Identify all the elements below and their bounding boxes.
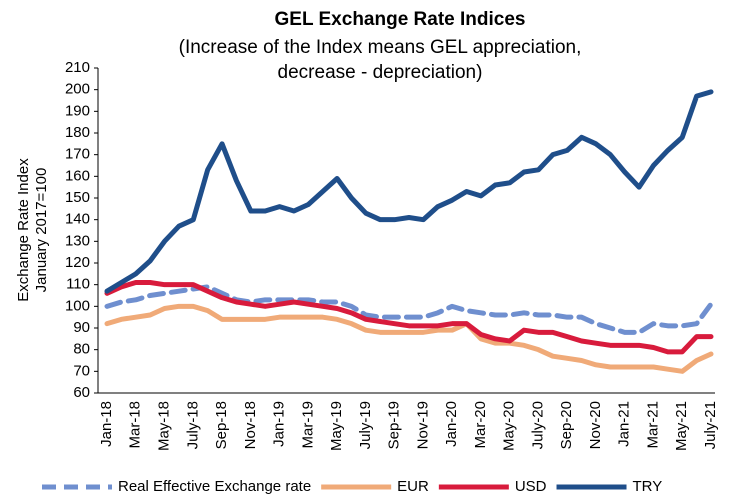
x-tick-label: Jan-19 — [271, 401, 288, 447]
x-tick-label: Sep-19 — [386, 401, 403, 449]
x-tick-label: July-20 — [529, 401, 546, 449]
y-tick-label: 60 — [73, 384, 90, 401]
x-tick-label: Jan-18 — [98, 401, 115, 447]
y-tick-label: 130 — [65, 232, 90, 249]
chart-subtitle: decrease - depreciation) — [278, 62, 483, 83]
y-tick-label: 70 — [73, 362, 90, 379]
series-line — [104, 303, 714, 374]
x-tick-label: Nov-18 — [242, 401, 259, 449]
series-line — [104, 280, 714, 355]
y-tick-label: 170 — [65, 146, 90, 163]
x-tick-label: Mar-21 — [644, 401, 661, 449]
y-tick-label: 110 — [66, 276, 90, 293]
y-tick-label: 150 — [65, 189, 90, 206]
x-tick-label: Nov-19 — [414, 401, 431, 449]
x-tick-label: May-19 — [328, 401, 345, 451]
x-tick-label: Mar-20 — [472, 401, 489, 449]
x-tick-label: Sep-18 — [213, 401, 230, 449]
y-tick-label: 140 — [65, 211, 90, 228]
y-tick-label: 180 — [65, 124, 90, 141]
x-tick-label: Nov-20 — [587, 401, 604, 449]
y-tick-label: 80 — [73, 341, 90, 358]
x-tick-label: July-18 — [184, 401, 201, 449]
y-tick-label: 210 — [65, 59, 90, 76]
y-tick-label: 120 — [65, 254, 90, 271]
x-tick-label: Mar-18 — [127, 401, 144, 449]
y-axis-label: January 2017=100 — [33, 168, 50, 293]
x-tick-label: May-21 — [673, 401, 690, 451]
legend-label: USD — [515, 478, 547, 495]
y-tick-label: 100 — [65, 297, 90, 314]
legend-label: EUR — [397, 478, 429, 495]
y-tick-label: 190 — [65, 102, 90, 119]
chart-title: GEL Exchange Rate Indices — [275, 9, 526, 30]
x-tick-label: Jan-21 — [616, 401, 633, 447]
legend-label: TRY — [633, 478, 663, 495]
x-tick-label: July-21 — [702, 401, 719, 449]
x-tick-label: Sep-20 — [558, 401, 575, 449]
x-tick-label: May-18 — [155, 401, 172, 451]
x-tick-label: July-19 — [357, 401, 374, 449]
series-line — [104, 284, 714, 335]
x-tick-label: Mar-19 — [299, 401, 316, 449]
y-tick-label: 200 — [65, 81, 90, 98]
x-tick-label: Jan-20 — [443, 401, 460, 447]
series-line — [104, 89, 714, 294]
y-tick-label: 160 — [65, 167, 90, 184]
y-axis-label: Exchange Rate Index — [15, 158, 32, 302]
y-tick-label: 90 — [73, 319, 90, 336]
x-tick-label: May-20 — [501, 401, 518, 451]
chart-subtitle: (Increase of the Index means GEL appreci… — [179, 37, 582, 58]
legend-label: Real Effective Exchange rate — [118, 478, 311, 495]
